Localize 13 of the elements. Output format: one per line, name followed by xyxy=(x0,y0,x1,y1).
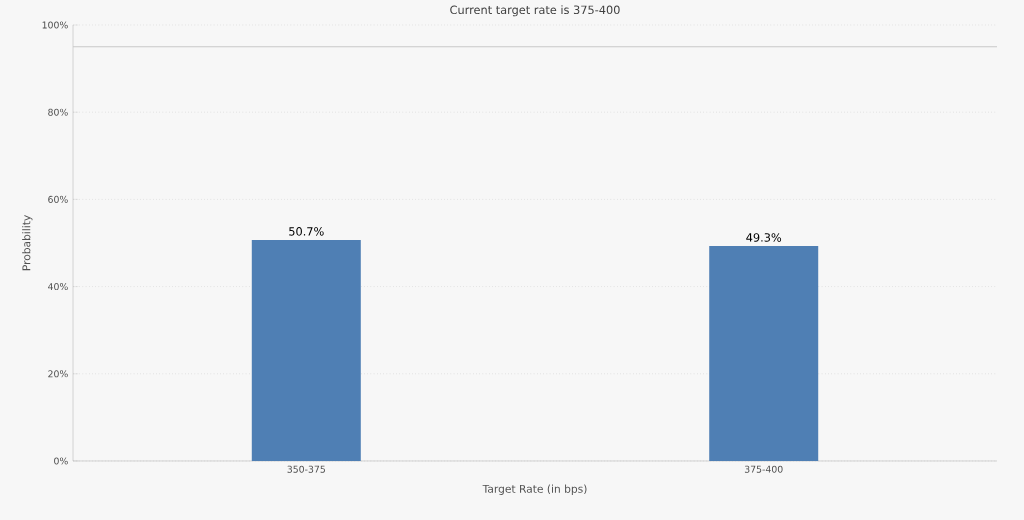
y-tick-label: 60% xyxy=(48,195,68,203)
y-tick-label: 40% xyxy=(48,283,68,291)
data-label: 49.3% xyxy=(746,233,782,242)
x-axis-title: Target Rate (in bps) xyxy=(482,484,587,495)
x-tick-label: 350-375 xyxy=(287,465,325,473)
y-tick-label: 100% xyxy=(42,21,68,29)
x-tick-label: 375-400 xyxy=(744,465,783,473)
chart-title: Current target rate is 375-400 xyxy=(450,5,620,17)
y-tick-label: 20% xyxy=(48,370,68,378)
data-label: 50.7% xyxy=(289,227,324,236)
y-tick-label: 0% xyxy=(54,457,68,465)
y-tick-label: 80% xyxy=(48,108,68,116)
y-axis-title: Probability xyxy=(22,215,33,271)
